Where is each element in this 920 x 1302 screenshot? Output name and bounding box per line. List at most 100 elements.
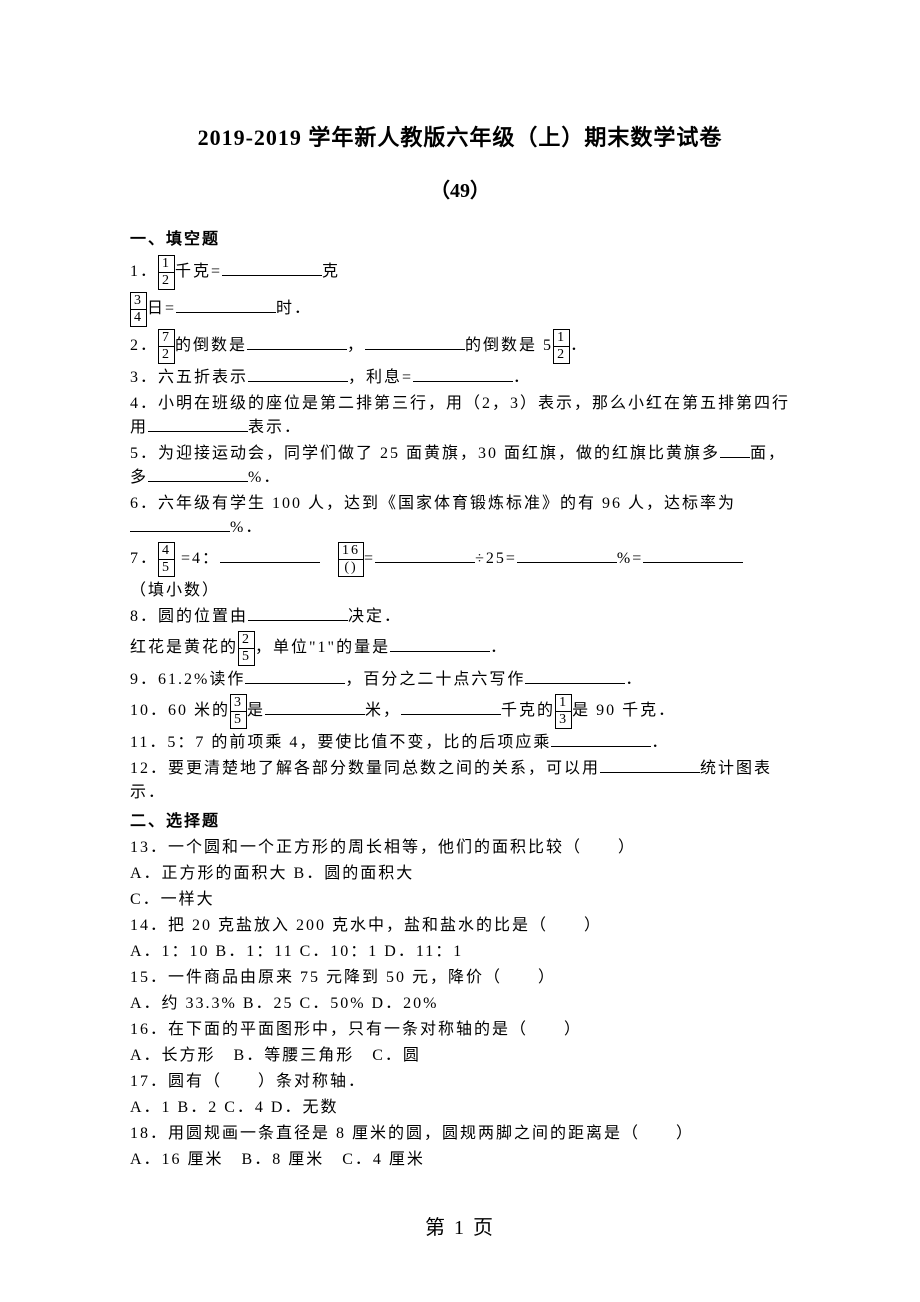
exam-subtitle: （49） bbox=[130, 175, 790, 207]
question-8b: 红花是黄花的25，单位"1"的量是 ． bbox=[130, 631, 790, 666]
blank bbox=[643, 547, 743, 563]
question-11: 11．5：7 的前项乘 4，要使比值不变，比的后项应乘 ． bbox=[130, 731, 790, 755]
q8b-text2: ，单位"1"的量是 bbox=[255, 639, 390, 656]
q8-text: 8．圆的位置由 bbox=[130, 608, 248, 625]
blank bbox=[265, 699, 365, 715]
frac-num: 2 bbox=[239, 632, 254, 649]
question-9: 9．61.2%读作 ，百分之二十点六写作 ． bbox=[130, 668, 790, 692]
q6-text: 6．六年级有学生 100 人，达到《国家体育锻炼标准》的有 96 人，达标率为 bbox=[130, 495, 736, 512]
blank bbox=[220, 547, 320, 563]
q8-text2: 决定． bbox=[348, 608, 402, 625]
blank bbox=[245, 668, 345, 684]
question-16: 16．在下面的平面图形中，只有一条对称轴的是（ ） bbox=[130, 1018, 790, 1042]
fraction-7-2: 72 bbox=[158, 329, 175, 364]
q7-eq1: = bbox=[364, 550, 375, 567]
q2-text2: 的倒数是 5 bbox=[465, 337, 553, 354]
frac-den: 2 bbox=[159, 273, 174, 289]
frac-den: 5 bbox=[231, 712, 246, 728]
question-1a: 1．12千克= 克 bbox=[130, 255, 790, 290]
page-footer: 第 1 页 bbox=[130, 1212, 790, 1244]
blank bbox=[517, 547, 617, 563]
q1a-unit1: 千克= bbox=[175, 263, 222, 280]
frac-den: 4 bbox=[131, 310, 146, 326]
question-6: 6．六年级有学生 100 人，达到《国家体育锻炼标准》的有 96 人，达标率为%… bbox=[130, 492, 790, 540]
question-7b: （填小数） bbox=[130, 579, 790, 603]
question-15: 15．一件商品由原来 75 元降到 50 元，降价（ ） bbox=[130, 966, 790, 990]
q1a-unit2: 克 bbox=[322, 263, 340, 280]
question-17: 17．圆有（ ）条对称轴． bbox=[130, 1070, 790, 1094]
question-16-opts: A．长方形 B．等腰三角形 C．圆 bbox=[130, 1044, 790, 1068]
frac-den: 2 bbox=[159, 347, 174, 363]
q7-text1: =4： bbox=[175, 550, 220, 567]
q8b-text: 红花是黄花的 bbox=[130, 639, 238, 656]
frac-num: 1 bbox=[159, 256, 174, 273]
fraction-1-2: 12 bbox=[158, 255, 175, 290]
blank bbox=[551, 731, 651, 747]
q10-text2: 是 bbox=[247, 702, 265, 719]
q9-text2: ，百分之二十点六写作 bbox=[345, 671, 525, 688]
frac-num: 16 bbox=[339, 543, 363, 560]
blank bbox=[247, 334, 347, 350]
q2-period: ． bbox=[570, 337, 588, 354]
fraction-2-5: 25 bbox=[238, 631, 255, 666]
q3-text2: ，利息= bbox=[348, 369, 413, 386]
question-13: 13．一个圆和一个正方形的周长相等，他们的面积比较（ ） bbox=[130, 836, 790, 860]
frac-den: 5 bbox=[159, 560, 174, 576]
question-14: 14．把 20 克盐放入 200 克水中，盐和盐水的比是（ ） bbox=[130, 914, 790, 938]
question-13-opts2: C．一样大 bbox=[130, 888, 790, 912]
blank bbox=[248, 605, 348, 621]
q12-text: 12．要更清楚地了解各部分数量同总数之间的关系，可以用 bbox=[130, 760, 600, 777]
blank bbox=[413, 366, 513, 382]
blank bbox=[222, 260, 322, 276]
blank bbox=[375, 547, 475, 563]
q7-div: ÷25= bbox=[475, 550, 517, 567]
q8b-period: ． bbox=[490, 639, 508, 656]
question-3: 3．六五折表示 ，利息= ． bbox=[130, 366, 790, 390]
frac-num: 3 bbox=[231, 695, 246, 712]
q11-text: 11．5：7 的前项乘 4，要使比值不变，比的后项应乘 bbox=[130, 734, 551, 751]
q11-period: ． bbox=[651, 734, 669, 751]
q1a-num: 1． bbox=[130, 263, 158, 280]
q10-text3: 米， bbox=[365, 702, 401, 719]
q5-text: 5．为迎接运动会，同学们做了 25 面黄旗，30 面红旗，做的红旗比黄旗多 bbox=[130, 445, 720, 462]
blank bbox=[600, 757, 700, 773]
q1b-unit2: 时． bbox=[276, 300, 312, 317]
question-4: 4．小明在班级的座位是第二排第三行，用（2，3）表示，那么小红在第五排第四行用表… bbox=[130, 392, 790, 440]
exam-title: 2019-2019 学年新人教版六年级（上）期末数学试卷 bbox=[130, 120, 790, 155]
q9-period: ． bbox=[625, 671, 643, 688]
frac-den: () bbox=[339, 560, 363, 576]
blank bbox=[525, 668, 625, 684]
question-18-opts: A．16 厘米 B．8 厘米 C．4 厘米 bbox=[130, 1148, 790, 1172]
q7-num: 7． bbox=[130, 550, 158, 567]
question-1b: 34日= 时． bbox=[130, 292, 790, 327]
frac-den: 2 bbox=[554, 347, 569, 363]
blank bbox=[148, 416, 248, 432]
frac-num: 1 bbox=[556, 695, 571, 712]
question-17-opts: A．1 B．2 C．4 D．无数 bbox=[130, 1096, 790, 1120]
frac-den: 3 bbox=[556, 712, 571, 728]
frac-num: 4 bbox=[159, 543, 174, 560]
q3-text: 3．六五折表示 bbox=[130, 369, 248, 386]
fraction-1-2b: 12 bbox=[553, 329, 570, 364]
q9-text: 9．61.2%读作 bbox=[130, 671, 245, 688]
q3-period: ． bbox=[513, 369, 531, 386]
fraction-3-5: 35 bbox=[230, 694, 247, 729]
section-1-header: 一、填空题 bbox=[130, 227, 790, 253]
q1b-unit1: 日= bbox=[147, 300, 176, 317]
question-12: 12．要更清楚地了解各部分数量同总数之间的关系，可以用统计图表示． bbox=[130, 757, 790, 805]
question-15-opts: A．约 33.3% B．25 C．50% D．20% bbox=[130, 992, 790, 1016]
question-2: 2．72的倒数是，的倒数是 512． bbox=[130, 329, 790, 364]
question-7: 7．45 =4： 16()= ÷25= %= bbox=[130, 542, 790, 577]
question-14-opts: A．1：10 B．1：11 C．10：1 D．11：1 bbox=[130, 940, 790, 964]
question-5: 5．为迎接运动会，同学们做了 25 面黄旗，30 面红旗，做的红旗比黄旗多面，多… bbox=[130, 442, 790, 490]
blank bbox=[365, 334, 465, 350]
q2-text1: 的倒数是 bbox=[175, 337, 247, 354]
fraction-3-4: 34 bbox=[130, 292, 147, 327]
blank bbox=[130, 516, 230, 532]
q6-text2: %． bbox=[230, 519, 263, 536]
blank bbox=[401, 699, 501, 715]
q7-pct: %= bbox=[617, 550, 643, 567]
q10-text4: 千克的 bbox=[501, 702, 555, 719]
fraction-4-5: 45 bbox=[158, 542, 175, 577]
fraction-1-3: 13 bbox=[555, 694, 572, 729]
